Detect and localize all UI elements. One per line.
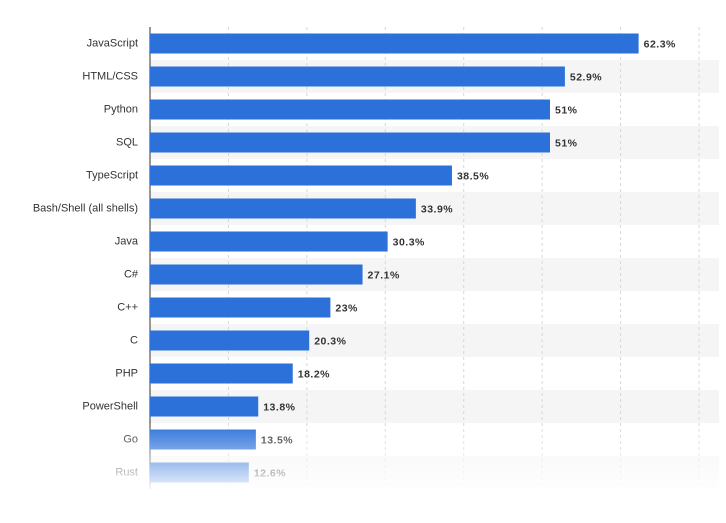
- bar: [150, 297, 331, 318]
- bar: [150, 198, 416, 219]
- value-label: 38.5%: [457, 170, 489, 182]
- category-label: PHP: [115, 367, 138, 379]
- value-label: 62.3%: [644, 38, 676, 50]
- category-label: C++: [117, 301, 138, 313]
- value-label: 51%: [555, 137, 578, 149]
- fade-overlay: [0, 423, 726, 493]
- bar: [150, 132, 550, 153]
- bar: [150, 33, 639, 54]
- bar: [150, 330, 310, 351]
- category-label: Bash/Shell (all shells): [33, 202, 138, 214]
- category-label: Java: [115, 235, 139, 247]
- bar: [150, 99, 550, 120]
- bar: [150, 165, 452, 186]
- value-label: 23%: [335, 302, 358, 314]
- bar: [150, 231, 388, 252]
- category-label: SQL: [116, 136, 138, 148]
- category-label: Python: [104, 103, 138, 115]
- value-label: 51%: [555, 104, 578, 116]
- category-label: C: [130, 334, 138, 346]
- category-label: C#: [124, 268, 139, 280]
- category-label: PowerShell: [82, 400, 138, 412]
- value-label: 52.9%: [570, 71, 602, 83]
- value-label: 33.9%: [421, 203, 453, 215]
- bar: [150, 264, 363, 285]
- category-label: JavaScript: [87, 37, 138, 49]
- value-label: 18.2%: [298, 368, 330, 380]
- value-label: 27.1%: [368, 269, 400, 281]
- category-label: TypeScript: [86, 169, 138, 181]
- bar: [150, 396, 259, 417]
- bar: [150, 66, 565, 87]
- bar: [150, 363, 293, 384]
- bottom-cover: [0, 492, 726, 523]
- value-label: 30.3%: [393, 236, 425, 248]
- value-label: 20.3%: [314, 335, 346, 347]
- value-label: 13.8%: [263, 401, 295, 413]
- category-label: HTML/CSS: [82, 70, 138, 82]
